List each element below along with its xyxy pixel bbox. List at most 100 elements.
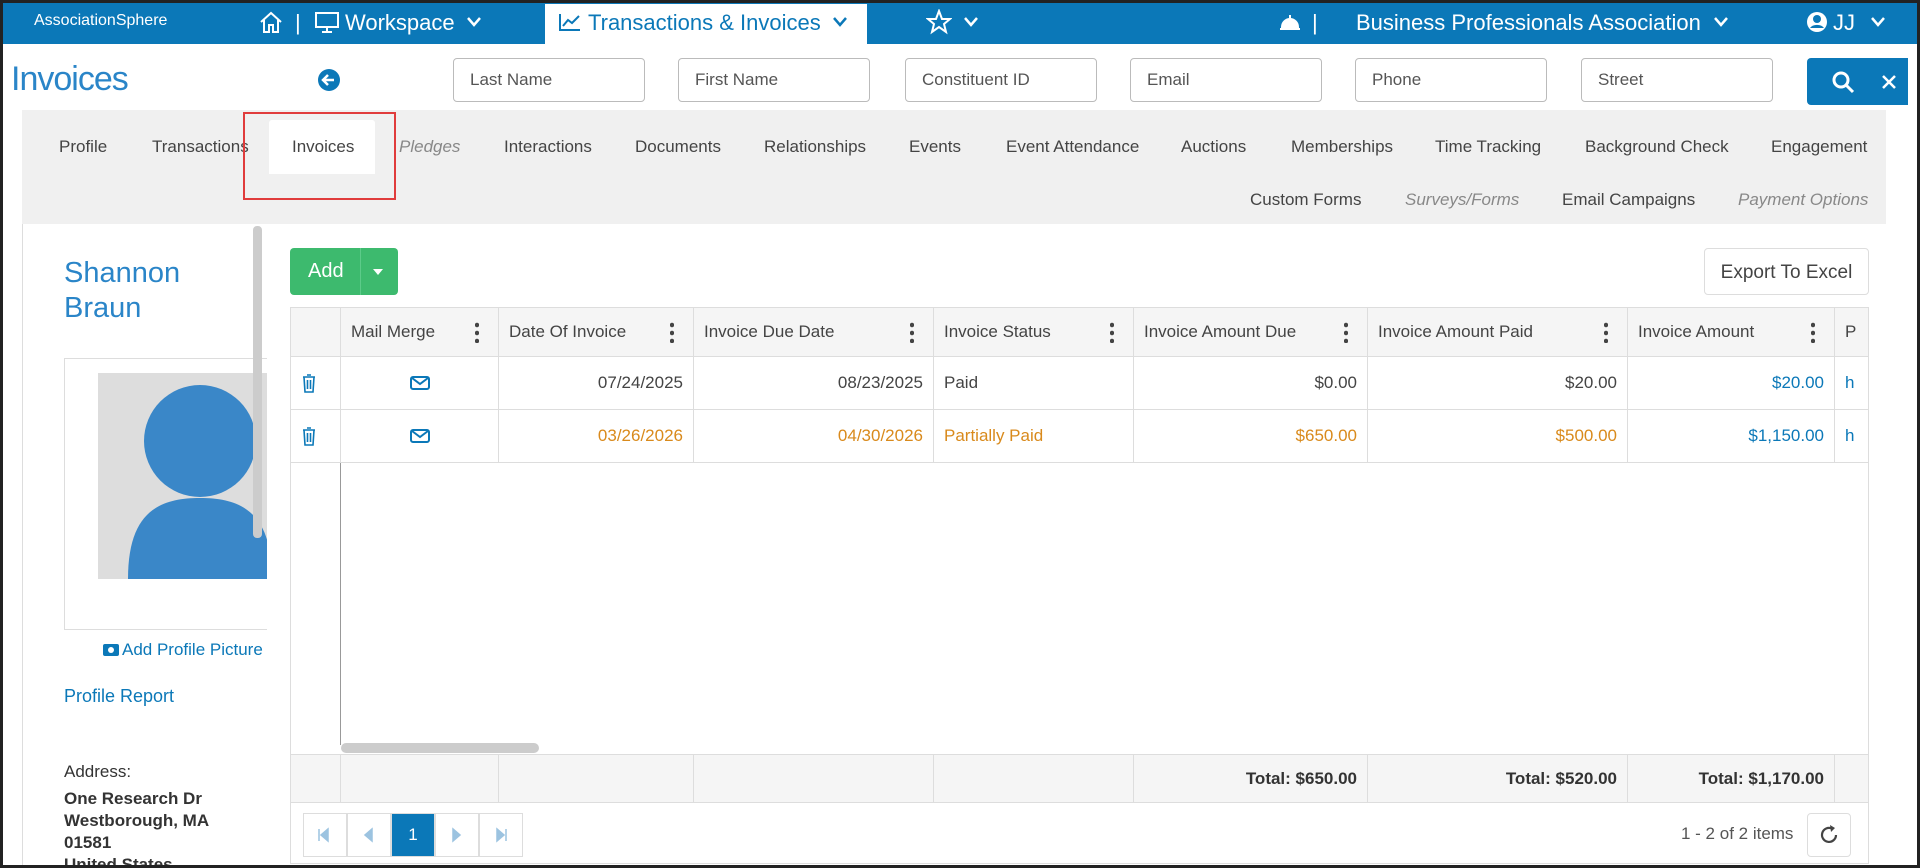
delete-cell [291, 357, 341, 410]
chevron [964, 17, 978, 27]
profile-report-link[interactable]: Profile Report [64, 686, 175, 706]
caret[interactable] [372, 268, 384, 276]
profile-name: Shannon Braun [64, 257, 181, 324]
search-input[interactable]: First Name [678, 58, 870, 102]
home-icon[interactable] [258, 10, 284, 34]
link-cell[interactable]: h [1835, 410, 1868, 463]
tab[interactable]: Event Attendance [1006, 137, 1140, 156]
photo-frame [64, 358, 267, 630]
separator: | [295, 10, 301, 35]
search-icon[interactable] [1831, 70, 1855, 94]
divider [360, 248, 361, 295]
add-label[interactable]: Add [308, 260, 344, 282]
frozen-divider [340, 308, 341, 745]
tab[interactable]: Background Check [1585, 137, 1729, 156]
amount-link[interactable]: $1,150.00 [1628, 410, 1835, 463]
address: One Research Dr Westborough, MA 01581 Unite… [64, 788, 209, 868]
column-menu[interactable] [1604, 321, 1608, 343]
pager-button[interactable] [435, 813, 479, 857]
add-picture-link[interactable]: Add Profile Picture [122, 640, 263, 659]
grid-cell: 08/23/2025 [694, 357, 934, 410]
content [22, 224, 1886, 868]
pager-button[interactable] [303, 813, 347, 857]
chevron [1714, 17, 1728, 27]
link-cell[interactable]: h [1835, 357, 1868, 410]
tab[interactable]: Payment Options [1738, 190, 1869, 209]
pager-button[interactable] [479, 813, 523, 857]
total-cell: Total: $1,170.00 [1628, 754, 1835, 803]
trash-icon[interactable] [301, 426, 317, 446]
tab[interactable]: Events [909, 137, 961, 156]
add-button[interactable]: Add [290, 248, 398, 295]
tab-highlight [243, 112, 396, 200]
tab[interactable]: Profile [59, 137, 108, 156]
chevron [467, 17, 481, 27]
column-header: Invoice Amount Due [1134, 308, 1368, 357]
footer-cell [499, 754, 694, 803]
tab[interactable]: Invoices [292, 137, 355, 156]
pager-icon[interactable] [492, 826, 510, 844]
delete-cell [291, 410, 341, 463]
pager-icon[interactable] [360, 826, 378, 844]
search-input[interactable]: Last Name [453, 58, 645, 102]
refresh-button[interactable] [1807, 813, 1851, 857]
address-line: United States [64, 855, 173, 868]
tab[interactable]: Interactions [504, 137, 592, 156]
column-header: Invoice Status [934, 308, 1134, 357]
refresh-icon[interactable] [1818, 824, 1840, 846]
column-menu[interactable] [1344, 321, 1348, 343]
chevron [1871, 17, 1885, 27]
search-input[interactable]: Street [1581, 58, 1773, 102]
organization-menu[interactable]: Business Professionals Association [1356, 10, 1701, 35]
tab[interactable]: Engagement [1771, 137, 1868, 156]
tab[interactable]: Auctions [1181, 137, 1247, 156]
column-menu[interactable] [670, 321, 674, 343]
search-button[interactable] [1807, 58, 1908, 105]
mail-merge-cell [341, 357, 499, 410]
workspace-menu[interactable]: Workspace [345, 10, 455, 35]
mail-icon[interactable] [409, 428, 430, 444]
pager-icon[interactable] [316, 826, 334, 844]
active-menu[interactable]: Transactions & Invoices [588, 10, 821, 35]
grid-cell: $650.00 [1134, 410, 1368, 463]
tab[interactable]: Custom Forms [1250, 190, 1362, 209]
column-menu[interactable] [475, 321, 479, 343]
address-label: Address: [64, 762, 132, 781]
trash-icon[interactable] [301, 373, 317, 393]
tab[interactable]: Email Campaigns [1562, 190, 1696, 209]
star-icon[interactable] [926, 9, 952, 35]
page-number[interactable]: 1 [391, 813, 435, 857]
separator: | [1312, 10, 1318, 35]
grid-cell: $500.00 [1368, 410, 1628, 463]
tab[interactable]: Pledges [399, 137, 461, 156]
tab[interactable]: Documents [635, 137, 721, 156]
column-menu[interactable] [910, 321, 914, 343]
grid-cell: Partially Paid [934, 410, 1134, 463]
export-button[interactable]: Export To Excel [1704, 248, 1869, 295]
mail-icon[interactable] [409, 375, 430, 391]
column-menu[interactable] [1811, 321, 1815, 343]
search-input[interactable]: Constituent ID [905, 58, 1097, 102]
search-input[interactable]: Email [1130, 58, 1322, 102]
search-input[interactable]: Phone [1355, 58, 1547, 102]
pager-button[interactable] [347, 813, 391, 857]
tab[interactable]: Surveys/Forms [1405, 190, 1520, 209]
column-header: Invoice Amount Paid [1368, 308, 1628, 357]
back-button[interactable] [318, 69, 340, 91]
grid-cell: 04/30/2026 [694, 410, 934, 463]
monitor-icon [315, 12, 339, 33]
pager-icon[interactable] [448, 826, 466, 844]
amount-link[interactable]: $20.00 [1628, 357, 1835, 410]
user-menu[interactable]: JJ [1833, 10, 1855, 35]
column-menu[interactable] [1110, 321, 1114, 343]
tab[interactable]: Time Tracking [1435, 137, 1542, 156]
brand[interactable]: AssociationSphere [34, 12, 168, 29]
user-icon [1807, 12, 1827, 32]
clear-icon[interactable] [1881, 74, 1897, 90]
grid-cell: 07/24/2025 [499, 357, 694, 410]
tab[interactable]: Relationships [764, 137, 867, 156]
tab[interactable]: Transactions [152, 137, 249, 156]
column-header: Mail Merge [341, 308, 499, 357]
bell-icon[interactable] [1277, 11, 1303, 33]
tab[interactable]: Memberships [1291, 137, 1394, 156]
